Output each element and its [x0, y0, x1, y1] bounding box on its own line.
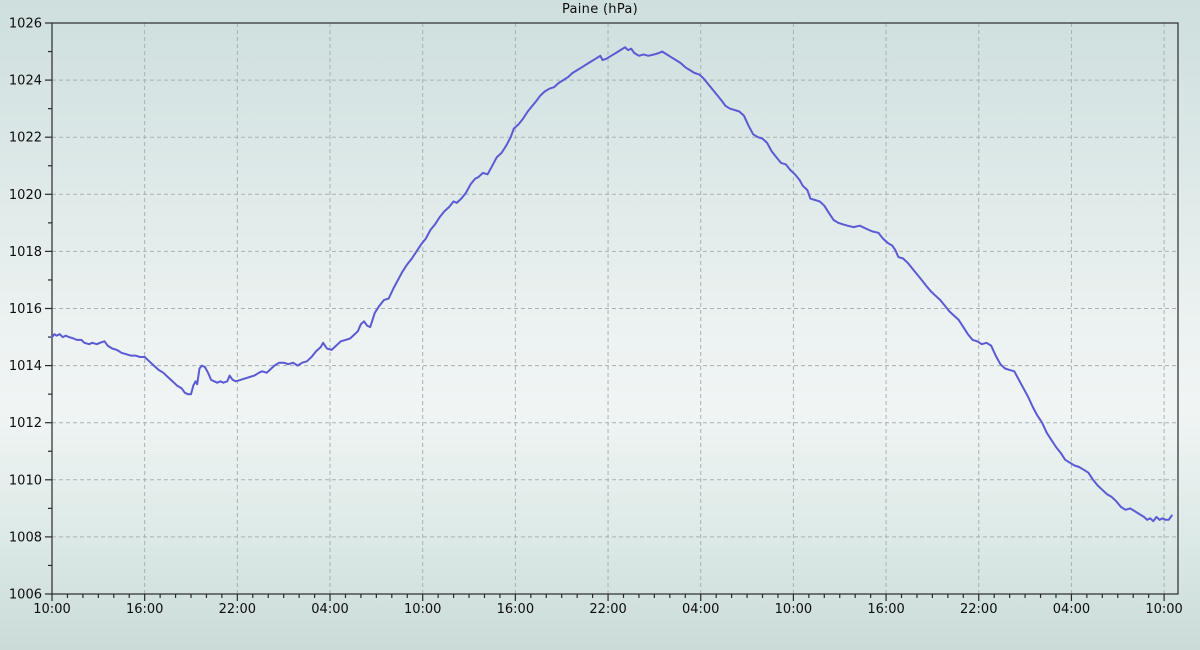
y-tick-label: 1020	[9, 188, 42, 203]
y-tick-label: 1012	[9, 416, 42, 431]
x-tick-label: 10:00	[404, 602, 441, 617]
y-tick-label: 1016	[9, 302, 42, 317]
x-tick-label: 10:00	[33, 602, 70, 617]
x-tick-label: 16:00	[126, 602, 163, 617]
y-tick-label: 1008	[9, 530, 42, 545]
x-tick-label: 04:00	[682, 602, 719, 617]
x-tick-label: 16:00	[867, 602, 904, 617]
x-tick-label: 10:00	[1145, 602, 1182, 617]
x-tick-label: 22:00	[219, 602, 256, 617]
y-tick-label: 1010	[9, 473, 42, 488]
y-tick-label: 1006	[9, 588, 42, 603]
x-tick-label: 10:00	[775, 602, 812, 617]
chart-title: Paine (hPa)	[561, 2, 639, 17]
x-tick-label: 04:00	[1053, 602, 1090, 617]
x-tick-label: 16:00	[497, 602, 534, 617]
y-tick-label: 1022	[9, 131, 42, 146]
y-tick-label: 1014	[9, 359, 42, 374]
pressure-line	[51, 46, 1173, 523]
y-tick-label: 1026	[9, 17, 42, 32]
x-tick-label: 04:00	[311, 602, 348, 617]
y-tick-label: 1018	[9, 245, 42, 260]
y-tick-label: 1024	[9, 74, 42, 89]
x-tick-label: 22:00	[960, 602, 997, 617]
x-tick-label: 22:00	[589, 602, 626, 617]
